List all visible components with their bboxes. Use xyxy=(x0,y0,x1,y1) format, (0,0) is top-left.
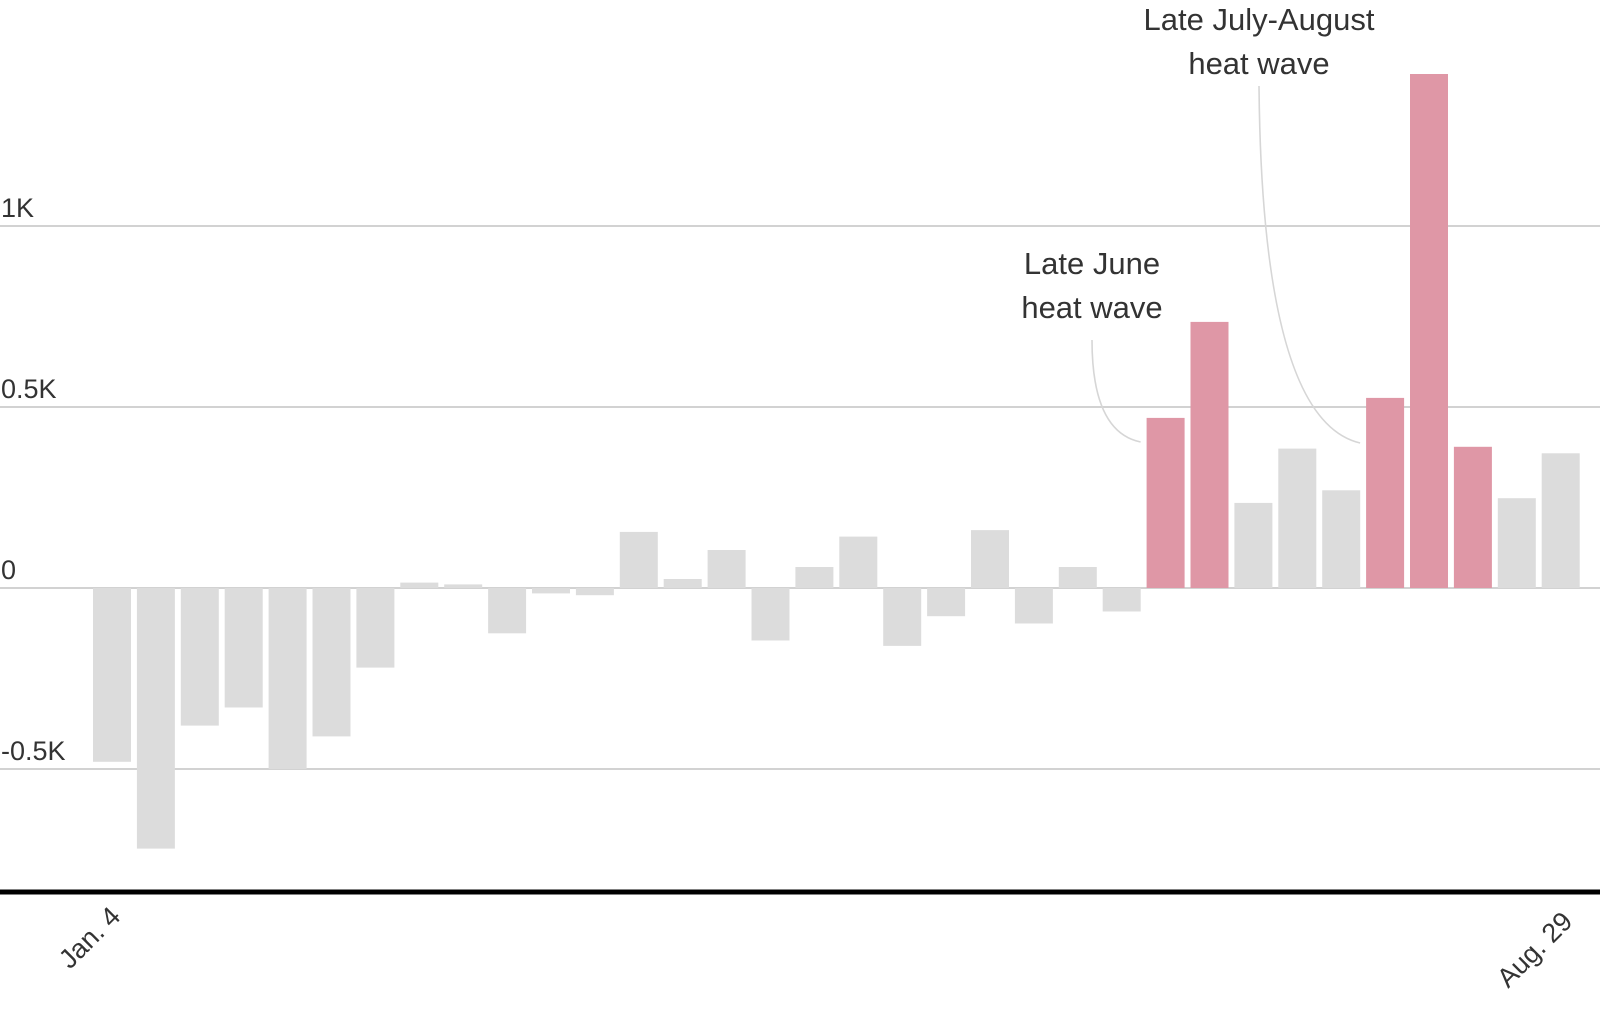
bar xyxy=(619,531,658,588)
bar-highlight xyxy=(1366,397,1405,588)
annotation-label: Late July-August xyxy=(1144,2,1375,37)
bar xyxy=(1322,490,1361,588)
annotation-leader-line xyxy=(1091,339,1141,443)
bar xyxy=(356,588,395,668)
x-axis: Jan. 4 Aug. 29 xyxy=(0,889,1600,993)
bar xyxy=(1497,498,1536,588)
annotations: Late June heat wave Late July-August heat w… xyxy=(1021,2,1375,444)
bar xyxy=(751,588,790,641)
bar xyxy=(444,584,483,588)
bar xyxy=(400,582,439,588)
bar xyxy=(136,588,175,849)
bar xyxy=(1058,567,1097,588)
bar-highlight xyxy=(1146,417,1185,588)
bar xyxy=(1278,448,1317,588)
bars xyxy=(93,74,1580,849)
bar xyxy=(927,588,966,617)
y-tick-label: -0.5K xyxy=(1,736,66,766)
y-tick-label: 0.5K xyxy=(1,374,57,404)
bar xyxy=(312,588,351,737)
x-tick-label: Aug. 29 xyxy=(1491,906,1578,993)
annotation-leader-line xyxy=(1258,85,1361,444)
x-tick-label: Jan. 4 xyxy=(53,901,126,974)
annotation-label: heat wave xyxy=(1021,290,1162,325)
y-axis-labels: 1K 0.5K 0 -0.5K xyxy=(1,193,66,766)
bar xyxy=(663,579,702,588)
y-tick-label: 0 xyxy=(1,555,16,585)
bar xyxy=(93,588,131,762)
bar xyxy=(268,588,307,769)
bar-highlight xyxy=(1453,446,1492,588)
bar xyxy=(180,588,219,726)
bar xyxy=(575,588,614,596)
annotation-label: Late June xyxy=(1024,246,1160,281)
bar xyxy=(707,550,746,588)
bar-highlight xyxy=(1190,321,1229,588)
bar xyxy=(1014,588,1053,624)
bar xyxy=(1541,453,1580,588)
bar xyxy=(795,567,834,588)
y-tick-label: 1K xyxy=(1,193,34,223)
bar xyxy=(532,588,570,594)
annotation-label: heat wave xyxy=(1188,46,1329,81)
bar xyxy=(1234,502,1273,588)
bar xyxy=(1102,588,1141,612)
bar xyxy=(971,530,1009,588)
bar-highlight xyxy=(1410,74,1448,588)
bar xyxy=(839,536,878,588)
bar xyxy=(224,588,263,708)
bar xyxy=(488,588,527,634)
bar xyxy=(883,588,922,646)
